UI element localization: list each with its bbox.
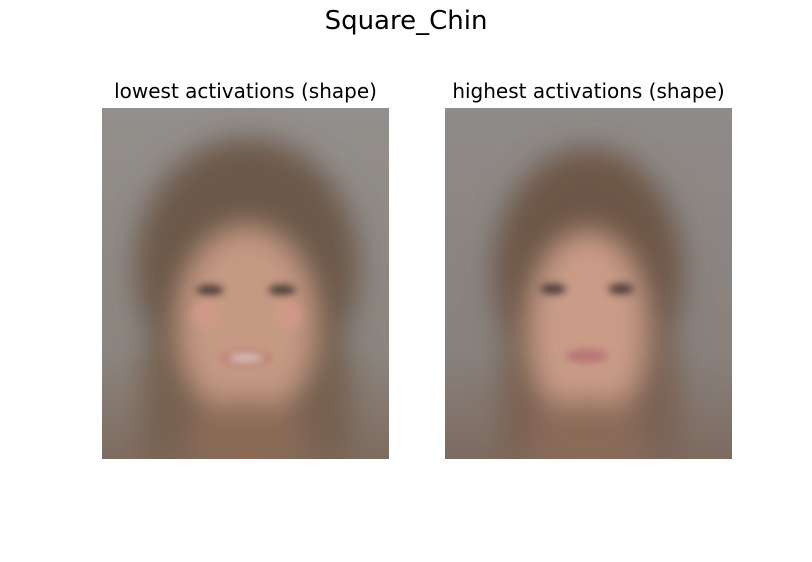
face-image-highest: [445, 108, 732, 459]
panel-title-highest: highest activations (shape): [445, 76, 732, 106]
panel-lowest: lowest activations (shape): [102, 76, 389, 459]
panel-title-lowest: lowest activations (shape): [102, 76, 389, 106]
figure-title: Square_Chin: [0, 6, 812, 36]
panel-highest: highest activations (shape): [445, 76, 732, 459]
face-image-lowest: [102, 108, 389, 459]
